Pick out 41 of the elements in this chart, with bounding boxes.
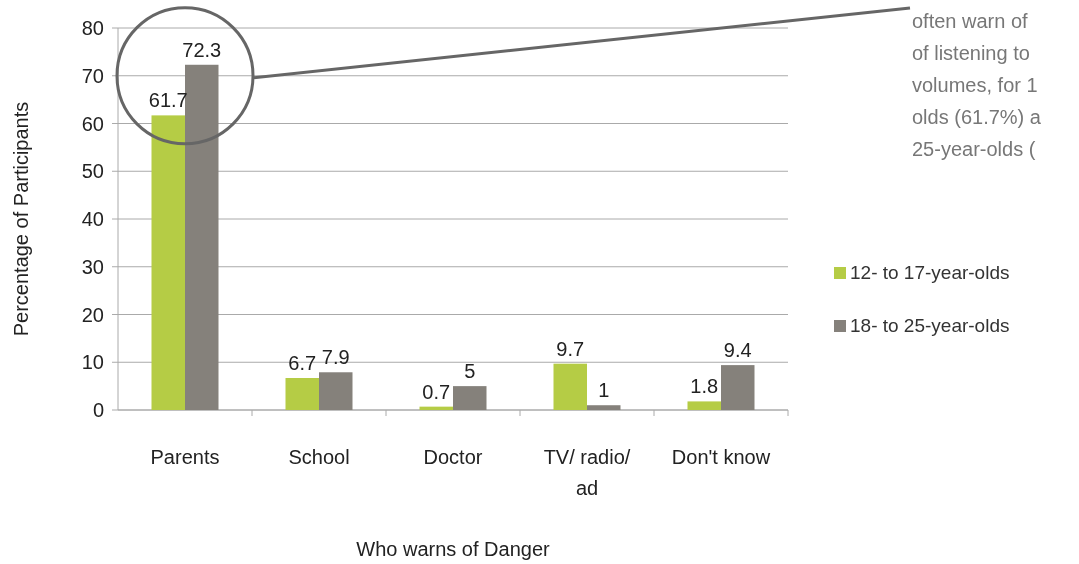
y-axis-title: Percentage of Participants (10, 101, 32, 337)
legend-label: 18- to 25-year-olds (850, 315, 1010, 336)
bar (285, 378, 319, 410)
legend-label: 12- to 17-year-olds (850, 262, 1010, 283)
data-label: 1.8 (690, 375, 719, 398)
y-tick-label: 30 (81, 255, 104, 278)
data-label: 9.4 (723, 339, 752, 362)
y-tick-label: 50 (81, 160, 104, 183)
bar (453, 386, 487, 410)
text: often warn of (912, 10, 1029, 32)
data-label: 72.3 (182, 38, 222, 61)
bar (319, 372, 353, 410)
x-tick-label: Parents (150, 446, 220, 468)
text: 25-year-olds ( (912, 138, 1036, 160)
text: volumes, for 1 (912, 74, 1038, 96)
bar (553, 363, 587, 410)
x-tick-label: Don't know (671, 446, 771, 468)
x-tick-label: Doctor (423, 446, 483, 468)
data-label: 1 (598, 379, 610, 402)
y-tick-label: 70 (81, 64, 104, 87)
y-tick-label: 10 (81, 351, 104, 374)
bar (151, 115, 185, 410)
bar (587, 405, 621, 410)
data-label: 5 (464, 360, 476, 383)
bar (687, 401, 721, 410)
y-tick-label: 20 (81, 303, 104, 326)
text: of listening to (912, 42, 1030, 64)
bar (721, 365, 755, 410)
text: olds (61.7%) a (912, 106, 1042, 128)
x-tick-label: School (288, 446, 350, 468)
y-tick-label: 0 (92, 399, 104, 421)
y-tick-label: 80 (81, 17, 104, 39)
data-label: 6.7 (288, 352, 317, 375)
bar (185, 64, 219, 410)
x-tick-label: TV/ radio/ ad (543, 446, 631, 499)
data-label: 9.7 (556, 337, 585, 360)
data-label: 7.9 (321, 346, 350, 369)
y-tick-label: 60 (81, 112, 104, 135)
data-label: 0.7 (422, 380, 451, 403)
x-axis-title: Who warns of Danger (356, 538, 551, 560)
y-tick-label: 40 (81, 208, 104, 230)
